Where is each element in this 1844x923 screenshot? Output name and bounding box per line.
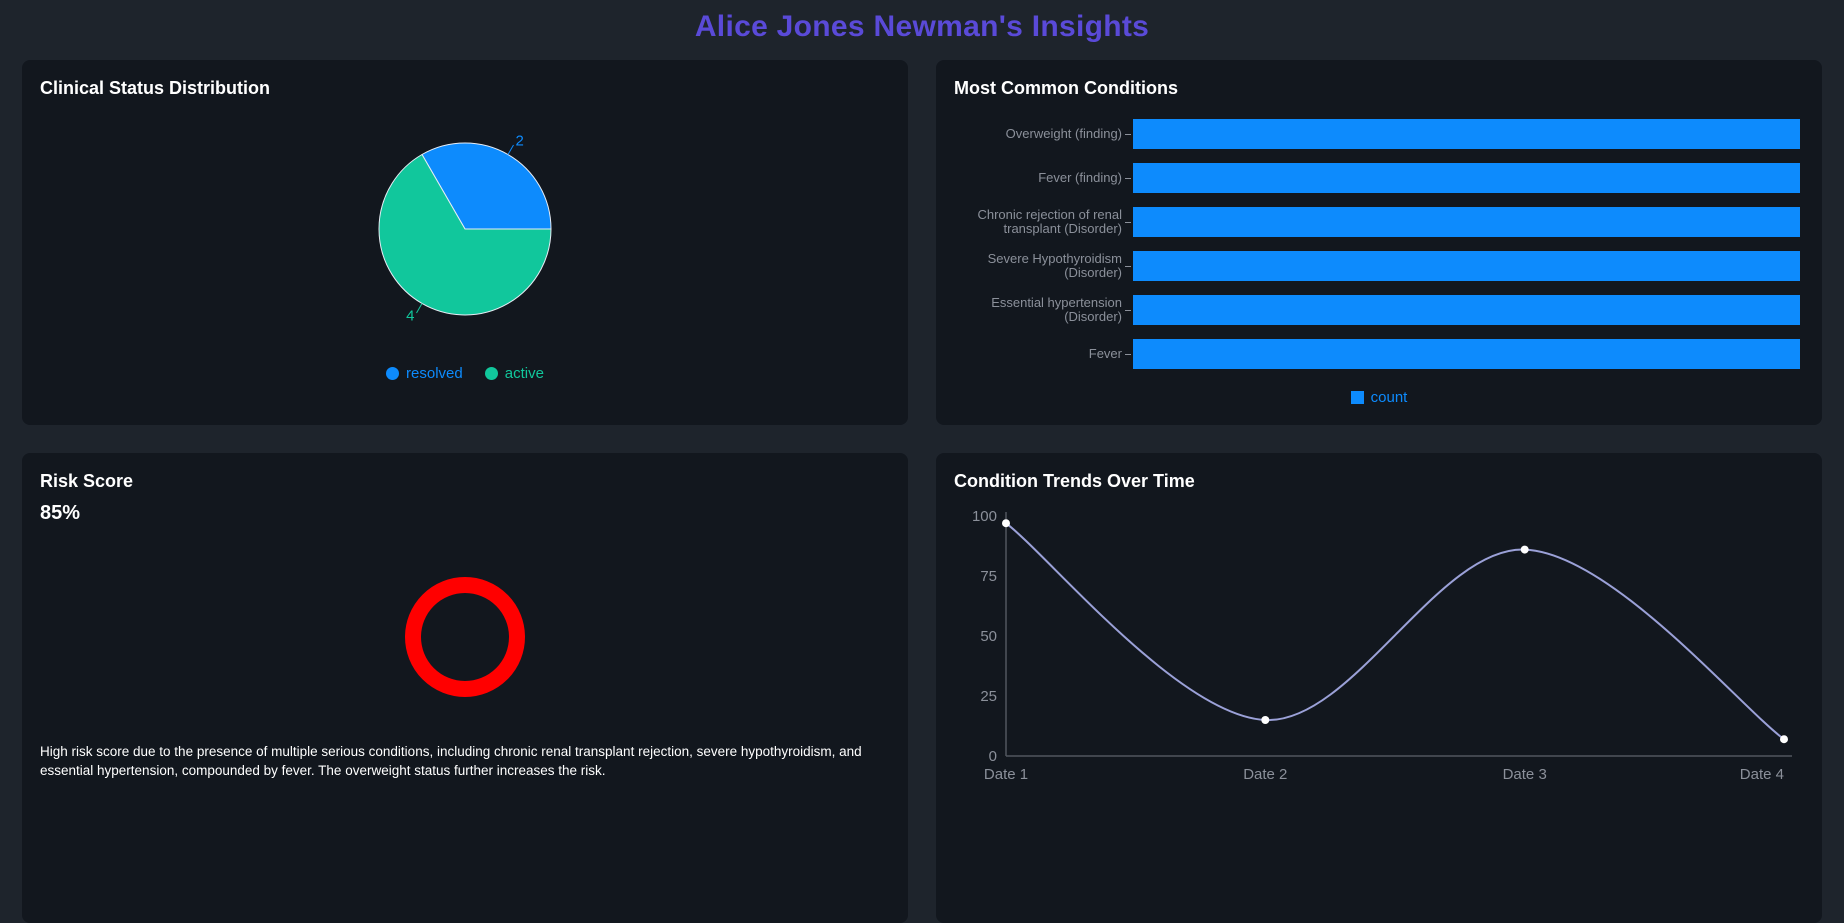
conditions-title: Most Common Conditions	[954, 78, 1178, 98]
insights-dashboard: Alice Jones Newman's Insights Clinical S…	[0, 10, 1844, 923]
bar-row: Fever (finding)	[954, 163, 1804, 193]
axis-tick	[1125, 309, 1131, 311]
legend-item-resolved[interactable]: resolved	[386, 365, 463, 382]
bar-track	[1133, 295, 1800, 325]
risk-score-value: 85%	[40, 502, 81, 524]
bar-row: Fever	[954, 339, 1804, 369]
pie-value-label: 2	[516, 133, 524, 150]
risk-gauge-wrap	[40, 577, 890, 697]
line-point[interactable]	[1002, 519, 1010, 528]
panel-condition-trends: Condition Trends Over Time 0 25 50 75 100 Dat…	[936, 453, 1822, 923]
axis-tick	[1125, 265, 1131, 267]
axis-tick	[1125, 353, 1131, 355]
line-point[interactable]	[1261, 716, 1270, 724]
legend-item-count[interactable]: count	[1350, 389, 1408, 406]
x-tick-label: Date 2	[1243, 766, 1287, 783]
legend-label: count	[1370, 389, 1408, 406]
legend-swatch	[386, 367, 400, 380]
bar-category-label: Essential hypertension (Disorder)	[991, 294, 1122, 324]
line-chart: 0 25 50 75 100 Date 1 Date 2 Date 3 Date 4	[954, 502, 1804, 795]
bar[interactable]	[1133, 295, 1800, 325]
x-tick-label: Date 3	[1503, 766, 1547, 783]
bar-track	[1133, 251, 1800, 281]
pie-chart-svg: 24	[378, 133, 552, 325]
trends-title: Condition Trends Over Time	[954, 471, 1195, 491]
bar[interactable]	[1133, 163, 1800, 193]
bar[interactable]	[1133, 339, 1800, 369]
panel-most-common-conditions: Most Common Conditions Overweight (findi…	[936, 60, 1822, 425]
bar-category-label: Fever (finding)	[1038, 169, 1122, 185]
y-tick-label: 0	[989, 748, 997, 765]
legend-swatch	[1350, 391, 1364, 404]
clinical-status-title: Clinical Status Distribution	[40, 78, 271, 98]
risk-score-title: Risk Score	[40, 471, 134, 491]
bar-track	[1133, 207, 1800, 237]
bar[interactable]	[1133, 251, 1800, 281]
x-tick-label: Date 4	[1740, 766, 1784, 783]
bar-category-label: Overweight (finding)	[1005, 125, 1122, 141]
bar-chart: Overweight (finding) Fever (finding) Chron…	[954, 119, 1804, 383]
trend-line	[1005, 522, 1785, 741]
pie-value-label: 4	[406, 308, 414, 325]
y-tick-label: 50	[980, 628, 997, 645]
bar[interactable]	[1133, 119, 1800, 149]
bar-row: Overweight (finding)	[954, 119, 1804, 149]
axis-tick	[1125, 133, 1131, 135]
bar[interactable]	[1133, 207, 1800, 237]
page-title: Alice Jones Newman's Insights	[694, 10, 1150, 43]
line-chart-svg: 0 25 50 75 100 Date 1 Date 2 Date 3 Date 4	[972, 508, 1792, 783]
y-tick-label: 75	[980, 568, 997, 585]
pie-label-leader	[416, 303, 423, 314]
bar-legend: count	[954, 389, 1804, 406]
bar-track	[1133, 163, 1800, 193]
bar-category-label: Chronic rejection of renal transplant (D…	[977, 206, 1122, 236]
bar-track	[1133, 339, 1800, 369]
x-tick-label: Date 1	[984, 766, 1028, 783]
bar-row: Severe Hypothyroidism (Disorder)	[954, 251, 1804, 281]
legend-label: resolved	[406, 365, 463, 382]
legend-label: active	[504, 365, 544, 382]
pie-slice-active[interactable]	[378, 153, 552, 316]
pie-legend: resolved active	[40, 365, 890, 382]
pie-label-leader	[507, 144, 514, 155]
panel-risk-score: Risk Score 85% High risk score due to th…	[22, 453, 908, 923]
legend-item-active[interactable]: active	[484, 365, 544, 382]
axis-tick	[1125, 177, 1131, 179]
bar-track	[1133, 119, 1800, 149]
y-tick-label: 25	[980, 688, 997, 705]
line-point[interactable]	[1520, 545, 1529, 554]
risk-ring-gauge	[405, 577, 525, 697]
line-point[interactable]	[1780, 735, 1788, 744]
bar-category-label: Severe Hypothyroidism (Disorder)	[987, 250, 1122, 280]
bar-row: Chronic rejection of renal transplant (D…	[954, 207, 1804, 237]
bar-category-label: Fever	[1088, 345, 1122, 361]
legend-swatch	[484, 367, 498, 380]
risk-description: High risk score due to the presence of m…	[40, 744, 862, 778]
y-tick-label: 100	[972, 508, 997, 525]
bar-row: Essential hypertension (Disorder)	[954, 295, 1804, 325]
axis-tick	[1125, 221, 1131, 223]
